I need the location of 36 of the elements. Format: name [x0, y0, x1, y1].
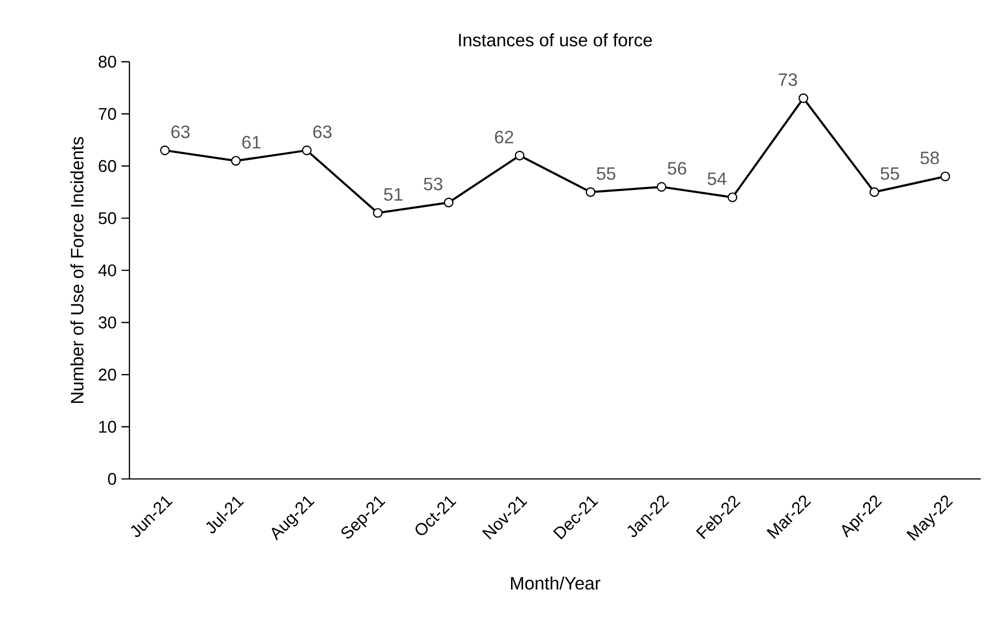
point [231, 156, 241, 166]
y-axis-title: Number of Use of Force Incidents [70, 136, 84, 403]
data-label: 58 [920, 151, 939, 164]
y-tick-label: 20 [98, 368, 116, 380]
y-tick-label: 80 [98, 56, 116, 68]
point [798, 93, 808, 103]
data-label: 73 [778, 73, 798, 86]
chart-title: Instances of use of force [459, 33, 652, 46]
data-label: 53 [424, 177, 442, 190]
point [514, 150, 524, 160]
data-label: 61 [242, 136, 260, 148]
data-label: 51 [384, 188, 402, 201]
point [728, 192, 738, 202]
data-label: 63 [313, 125, 332, 138]
data-label: 55 [880, 167, 900, 180]
x-axis-title: Month/Year [511, 576, 600, 590]
point [940, 171, 950, 182]
y-tick-label: 40 [98, 264, 116, 276]
y-tick-label: 50 [98, 212, 116, 224]
data-label: 56 [668, 162, 686, 175]
point [372, 208, 383, 218]
y-tick-label: 10 [99, 420, 116, 433]
point [160, 145, 170, 156]
point [586, 187, 596, 197]
y-tick-label: 60 [98, 160, 116, 172]
data-label: 63 [171, 125, 190, 138]
data-label: 55 [596, 167, 616, 180]
point [656, 182, 666, 192]
data-label: 62 [495, 130, 514, 144]
point [302, 145, 312, 156]
data-label: 54 [708, 172, 726, 185]
point [444, 198, 454, 208]
y-tick-label: 70 [98, 108, 116, 120]
y-tick-label: 0 [108, 472, 116, 485]
point [869, 187, 880, 197]
y-tick-label: 30 [98, 316, 116, 328]
